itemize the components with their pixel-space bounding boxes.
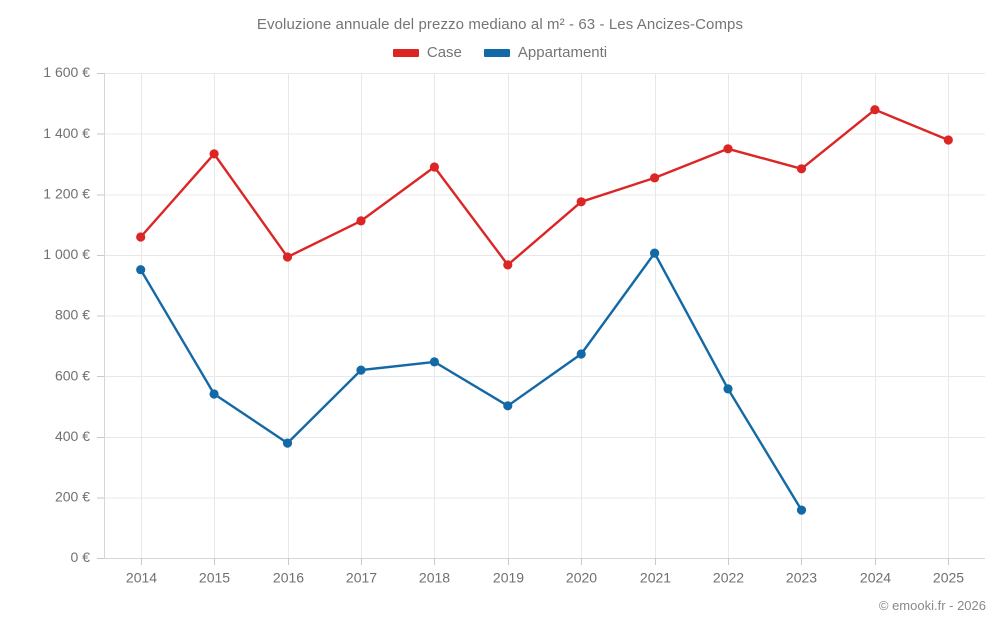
legend-label-case: Case (426, 44, 462, 61)
x-axis-tick-label: 2014 (126, 569, 157, 585)
x-axis-tick-label: 2019 (493, 569, 524, 585)
chart-legend: Case Appartamenti (0, 44, 1000, 61)
x-axis-tick-label: 2020 (566, 569, 597, 585)
y-axis-tick-label: 1 600 € (43, 64, 90, 80)
data-point-case[interactable] (650, 173, 660, 183)
data-point-case[interactable] (282, 252, 293, 262)
data-point-case[interactable] (503, 260, 513, 270)
legend-item-appartamenti[interactable]: Appartamenti (483, 44, 608, 61)
data-point-case[interactable] (723, 144, 733, 154)
series-line-case (139, 108, 950, 267)
y-axis-tick-label: 0 € (71, 549, 91, 565)
x-axis-tick-label: 2016 (273, 569, 304, 585)
y-axis-tick-label: 1 000 € (43, 246, 90, 262)
chart-title: Evoluzione annuale del prezzo mediano al… (256, 16, 744, 33)
y-axis-tick-label: 200 € (55, 489, 90, 505)
y-axis-tick-label: 600 € (55, 367, 90, 383)
legend-item-case[interactable]: Case (392, 44, 462, 61)
data-point-appartamenti[interactable] (136, 265, 146, 275)
data-point-appartamenti[interactable] (209, 389, 219, 399)
x-axis-tick-label: 2017 (346, 569, 377, 585)
data-point-appartamenti[interactable] (503, 401, 513, 411)
x-axis-tick-label: 2015 (199, 569, 230, 585)
data-point-appartamenti[interactable] (282, 438, 293, 448)
y-axis-tick-label: 400 € (55, 428, 90, 444)
data-point-appartamenti[interactable] (650, 248, 660, 258)
x-axis-tick-label: 2021 (640, 569, 671, 585)
x-axis-tick-label: 2022 (713, 569, 744, 585)
data-point-case[interactable] (576, 197, 586, 207)
data-point-appartamenti[interactable] (429, 357, 439, 367)
data-point-case[interactable] (356, 216, 366, 226)
data-point-case[interactable] (943, 135, 953, 145)
y-axis-tick-label: 800 € (55, 307, 90, 323)
y-axis-tick-label: 1 400 € (43, 125, 90, 141)
data-point-appartamenti[interactable] (723, 384, 733, 394)
y-axis-tick-label: 1 200 € (43, 185, 90, 201)
x-axis-tick-label: 2025 (933, 569, 964, 585)
data-point-appartamenti[interactable] (796, 505, 807, 515)
data-point-case[interactable] (870, 105, 880, 115)
x-axis-tick-label: 2023 (786, 569, 817, 585)
legend-label-appartamenti: Appartamenti (517, 44, 608, 61)
data-point-case[interactable] (429, 162, 439, 172)
data-point-appartamenti[interactable] (576, 349, 586, 359)
data-point-case[interactable] (796, 164, 807, 174)
legend-swatch-icon-appartamenti (483, 48, 510, 57)
x-axis-tick-label: 2024 (860, 569, 891, 585)
legend-swatch-icon-case (392, 48, 419, 57)
data-point-case[interactable] (209, 149, 219, 159)
data-point-case[interactable] (136, 232, 146, 242)
x-axis-tick-label: 2018 (419, 569, 450, 585)
copyright-credit: © emooki.fr - 2026 (878, 598, 986, 613)
series-line-appartamenti (139, 251, 803, 512)
data-point-appartamenti[interactable] (356, 365, 366, 375)
